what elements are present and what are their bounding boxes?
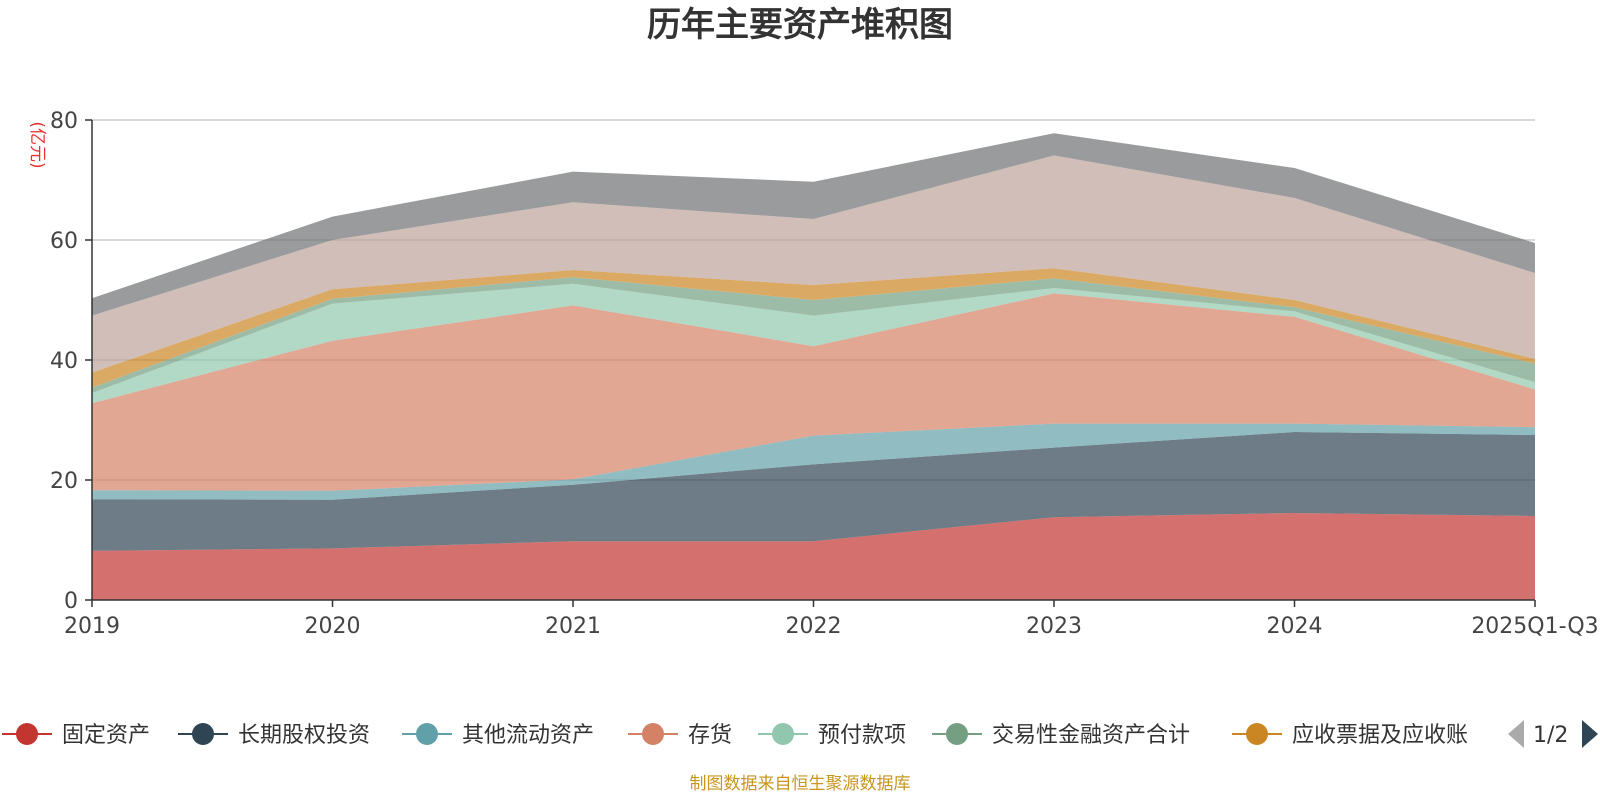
legend-item-6[interactable]: 交易性金融资产合计 [932, 723, 1190, 748]
legend-item-5[interactable]: 预付款项 [758, 723, 906, 748]
legend-label: 其他流动资产 [462, 723, 594, 748]
x-tick-label-2025Q1-Q3: 2025Q1-Q3 [1471, 614, 1598, 639]
legend-page-indicator: 1/2 [1533, 723, 1568, 748]
x-tick-label-2021: 2021 [545, 614, 601, 639]
legend-label: 长期股权投资 [238, 723, 370, 748]
area-series-9 [92, 133, 1535, 316]
y-tick-label-40: 40 [50, 349, 78, 374]
legend-marker-icon [946, 723, 968, 745]
legend-label: 存货 [688, 723, 732, 748]
legend-marker-icon [642, 723, 664, 745]
area-series-7 [92, 268, 1535, 388]
y-axis-unit-label: (亿元) [27, 121, 47, 168]
y-tick-label-60: 60 [50, 229, 78, 254]
legend-prev-page-icon[interactable] [1508, 720, 1524, 748]
legend-label: 固定资产 [62, 723, 150, 748]
legend-item-4[interactable]: 存货 [628, 723, 732, 748]
legend-item-1[interactable]: 固定资产 [2, 723, 150, 748]
y-tick-label-20: 20 [50, 469, 78, 494]
legend-marker-icon [416, 723, 438, 745]
data-source-note: 制图数据来自恒生聚源数据库 [690, 774, 911, 794]
area-series-2 [92, 432, 1535, 551]
area-series-4 [92, 293, 1535, 491]
legend-marker-icon [16, 723, 38, 745]
legend-item-2[interactable]: 长期股权投资 [178, 723, 370, 748]
y-tick-label-80: 80 [50, 109, 78, 134]
area-series-3 [92, 423, 1535, 500]
y-tick-label-0: 0 [64, 589, 78, 614]
legend-label: 交易性金融资产合计 [992, 723, 1190, 748]
legend-marker-icon [772, 723, 794, 745]
x-tick-label-2020: 2020 [305, 614, 361, 639]
area-series-5 [92, 283, 1535, 404]
legend-marker-icon [192, 723, 214, 745]
legend-label: 预付款项 [818, 723, 906, 748]
chart-title: 历年主要资产堆积图 [647, 5, 953, 45]
axes: 0 20 40 60 80 2019 2020 2021 2022 2023 2024 2025Q1-… [50, 109, 1599, 639]
area-series-1 [92, 513, 1535, 600]
x-tick-label-2019: 2019 [64, 614, 120, 639]
area-series-group [92, 133, 1535, 600]
area-series-6 [92, 277, 1535, 393]
legend-marker-icon [1246, 723, 1268, 745]
legend-next-page-icon[interactable] [1582, 720, 1598, 748]
x-tick-label-2024: 2024 [1267, 614, 1323, 639]
area-series-8 [92, 155, 1535, 373]
legend-label: 应收票据及应收账 [1292, 723, 1468, 748]
x-tick-label-2022: 2022 [786, 614, 842, 639]
legend-item-7[interactable]: 应收票据及应收账 [1232, 723, 1468, 748]
legend: 固定资产 长期股权投资 其他流动资产 存货 预付款项 交易性金融资产合计 应收票据及应收账 1… [2, 720, 1598, 748]
legend-item-3[interactable]: 其他流动资产 [402, 723, 594, 748]
x-tick-label-2023: 2023 [1026, 614, 1082, 639]
